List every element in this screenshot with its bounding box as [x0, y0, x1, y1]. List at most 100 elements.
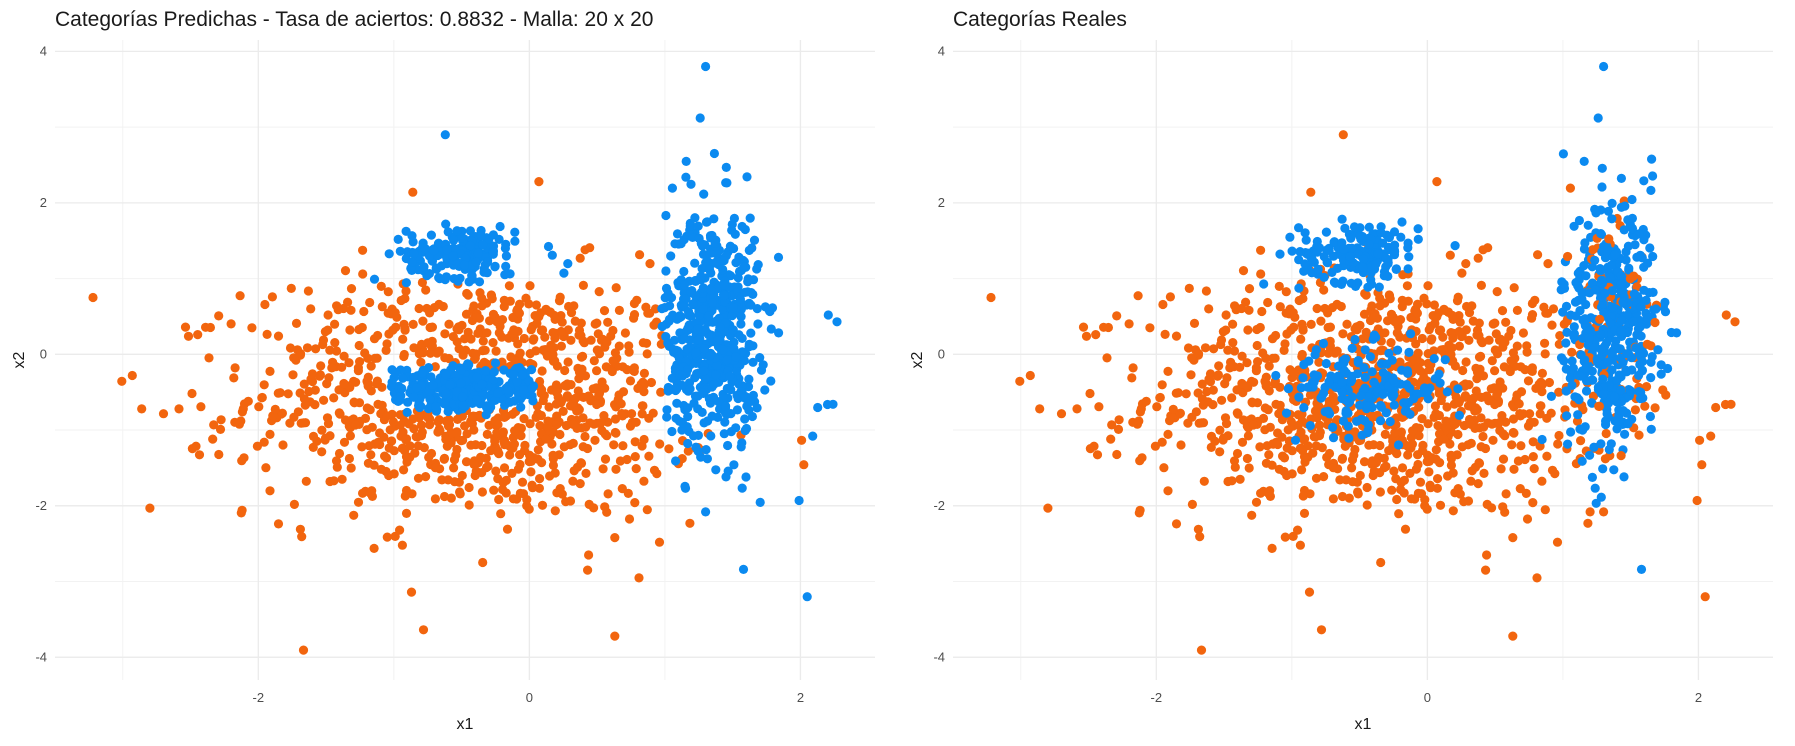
- point-blue: [720, 417, 730, 427]
- point-orange: [334, 408, 344, 418]
- point-orange: [622, 454, 632, 465]
- point-orange: [1448, 468, 1458, 478]
- point-orange: [409, 343, 419, 353]
- scatter-points: [986, 61, 1740, 655]
- point-orange: [1280, 532, 1290, 542]
- point-blue: [1566, 427, 1576, 437]
- point-blue: [1378, 238, 1388, 248]
- point-blue: [526, 365, 537, 375]
- point-blue: [472, 372, 482, 382]
- point-blue: [1324, 245, 1334, 255]
- point-orange: [1237, 351, 1247, 361]
- point-blue: [1299, 403, 1309, 413]
- point-orange: [597, 377, 607, 387]
- point-blue: [767, 303, 778, 313]
- point-orange: [1474, 352, 1485, 362]
- point-blue: [1378, 389, 1388, 399]
- point-blue: [1600, 288, 1610, 298]
- point-blue: [1383, 259, 1393, 269]
- point-blue: [1303, 382, 1313, 392]
- point-blue: [1596, 439, 1606, 449]
- point-blue: [718, 304, 728, 314]
- predicted-chart-panel: Categorías Predichas - Tasa de aciertos:…: [0, 0, 897, 746]
- point-blue: [1301, 235, 1311, 245]
- point-orange: [277, 408, 287, 418]
- point-blue: [1369, 377, 1379, 387]
- point-blue: [760, 385, 770, 395]
- point-blue: [663, 386, 673, 396]
- point-orange: [472, 312, 482, 322]
- point-orange: [1314, 401, 1324, 411]
- point-orange: [1113, 424, 1124, 434]
- point-orange: [1539, 302, 1549, 312]
- point-blue: [1648, 171, 1658, 181]
- point-orange: [1353, 489, 1363, 499]
- point-blue: [1573, 281, 1583, 291]
- point-blue: [417, 368, 427, 378]
- point-orange: [1271, 330, 1281, 341]
- point-orange: [585, 243, 595, 253]
- point-blue: [1360, 372, 1370, 382]
- point-blue: [662, 412, 672, 422]
- point-blue: [661, 266, 671, 276]
- point-blue: [401, 226, 411, 236]
- point-blue: [681, 294, 691, 304]
- point-blue: [715, 322, 725, 332]
- point-blue: [721, 162, 731, 172]
- point-orange: [1289, 368, 1299, 378]
- point-orange: [1448, 506, 1458, 516]
- point-orange: [536, 308, 546, 318]
- point-orange: [478, 557, 488, 568]
- point-blue: [1616, 279, 1626, 289]
- point-blue: [1641, 295, 1651, 305]
- point-orange: [611, 464, 621, 474]
- point-blue: [1656, 360, 1666, 370]
- point-orange: [491, 346, 501, 356]
- point-blue: [514, 363, 525, 373]
- point-orange: [574, 367, 585, 377]
- point-orange: [461, 309, 472, 319]
- point-blue: [1358, 254, 1369, 264]
- point-blue: [1598, 464, 1608, 474]
- point-orange: [1270, 379, 1280, 389]
- point-orange: [1218, 433, 1229, 443]
- point-orange: [261, 463, 271, 473]
- point-orange: [797, 435, 807, 445]
- point-orange: [664, 444, 674, 454]
- point-blue: [1294, 392, 1304, 402]
- point-blue: [1614, 344, 1624, 354]
- point-blue: [478, 240, 488, 250]
- point-orange: [183, 331, 194, 341]
- point-orange: [180, 322, 191, 332]
- point-orange: [1406, 494, 1416, 504]
- point-blue: [1589, 442, 1599, 452]
- point-orange: [430, 463, 440, 473]
- point-blue: [425, 394, 435, 404]
- point-orange: [1454, 326, 1464, 337]
- point-orange: [1387, 485, 1397, 495]
- point-blue: [758, 360, 768, 370]
- point-orange: [329, 476, 339, 486]
- point-orange: [417, 277, 427, 288]
- point-orange: [1565, 183, 1575, 193]
- point-orange: [1338, 329, 1348, 339]
- point-orange: [1585, 507, 1595, 517]
- point-orange: [127, 370, 137, 381]
- point-blue: [488, 247, 498, 257]
- point-blue: [1596, 266, 1606, 276]
- point-orange: [566, 308, 577, 318]
- point-orange: [452, 414, 463, 424]
- point-blue: [1363, 420, 1373, 430]
- point-orange: [580, 431, 590, 442]
- point-orange: [1251, 366, 1261, 376]
- point-blue: [693, 324, 703, 334]
- point-orange: [1198, 400, 1208, 410]
- point-orange: [1312, 408, 1322, 418]
- point-blue: [1634, 370, 1644, 380]
- point-blue: [683, 365, 693, 375]
- point-blue: [731, 258, 741, 268]
- point-blue: [1629, 289, 1639, 299]
- point-orange: [492, 428, 502, 438]
- point-orange: [543, 421, 553, 431]
- point-blue: [802, 592, 812, 602]
